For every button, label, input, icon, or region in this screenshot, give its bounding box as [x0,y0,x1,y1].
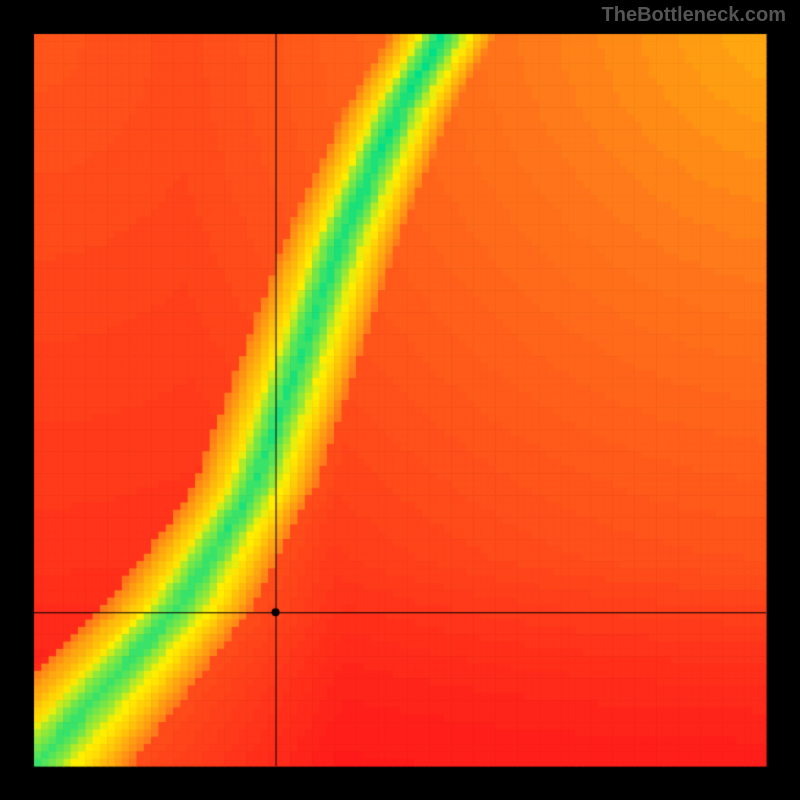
watermark-text: TheBottleneck.com [602,4,786,27]
chart-container: TheBottleneck.com [0,0,800,800]
heatmap-canvas [0,0,800,800]
